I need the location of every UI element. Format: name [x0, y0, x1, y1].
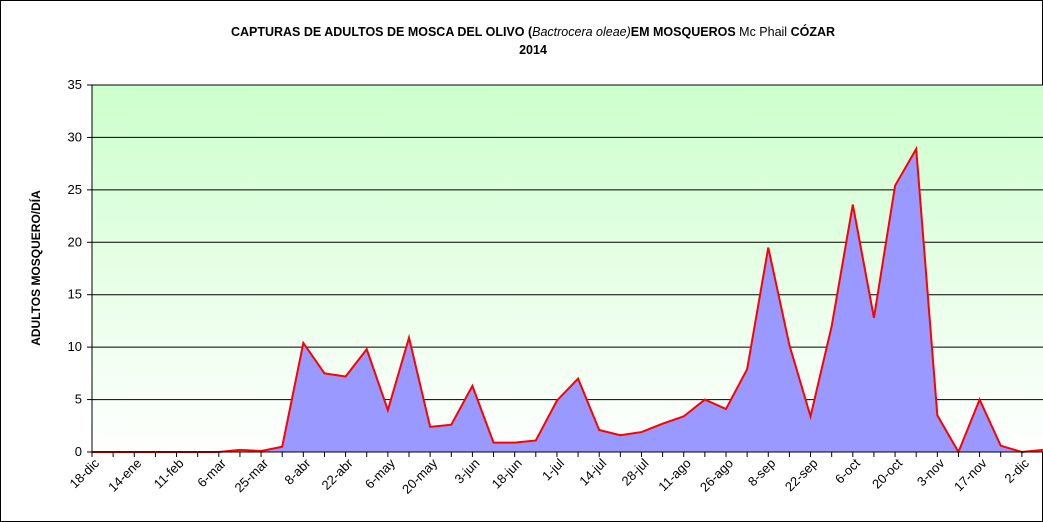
- title-part: CÓZAR: [791, 24, 835, 39]
- y-tick-label: 10: [68, 339, 82, 354]
- chart-subtitle: 2014: [519, 43, 547, 57]
- y-tick-label: 35: [68, 77, 82, 92]
- y-tick-label: 25: [68, 182, 82, 197]
- y-tick-label: 15: [68, 287, 82, 302]
- y-tick-label: 0: [75, 444, 82, 459]
- title-part: Mc Phail: [739, 25, 787, 39]
- chart-title: CAPTURAS DE ADULTOS DE MOSCA DEL OLIVO (…: [231, 24, 835, 39]
- y-axis-label: ADULTOS MOSQUERO/DÍA: [28, 190, 43, 346]
- title-part: EM MOSQUEROS: [631, 25, 736, 39]
- y-tick-label: 5: [75, 392, 82, 407]
- title-part: CAPTURAS DE ADULTOS DE MOSCA DEL OLIVO (: [231, 25, 533, 39]
- area: [92, 148, 1043, 452]
- title-part: Bactrocera oleae): [532, 25, 631, 39]
- line: [92, 145, 1043, 455]
- y-tick-label: 30: [68, 129, 82, 144]
- y-tick-label: 20: [68, 234, 82, 249]
